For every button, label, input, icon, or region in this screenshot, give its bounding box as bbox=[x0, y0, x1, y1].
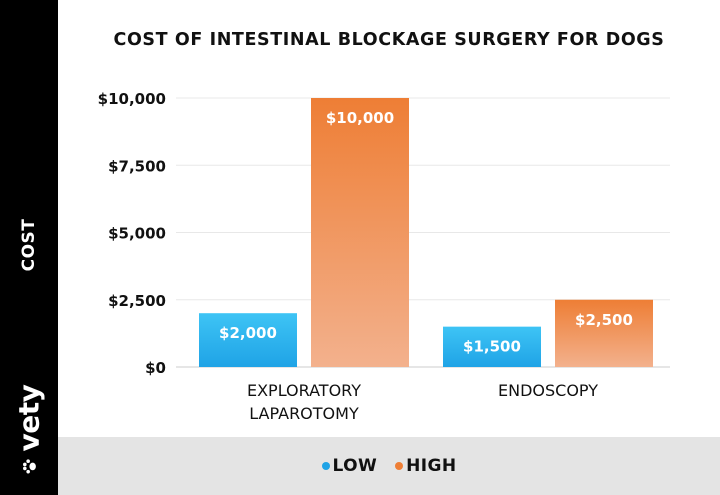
legend-label-high: HIGH bbox=[406, 456, 457, 476]
data-label-low-0: $2,000 bbox=[219, 324, 277, 342]
legend-swatch-high bbox=[395, 462, 404, 470]
y-tick-label: $0 bbox=[145, 359, 166, 377]
legend-item-low: LOW bbox=[321, 456, 378, 476]
brand-name: vety bbox=[12, 384, 46, 452]
chart-title: COST OF INTESTINAL BLOCKAGE SURGERY FOR … bbox=[113, 30, 665, 50]
paw-icon bbox=[22, 459, 36, 474]
data-label-high-0: $10,000 bbox=[326, 109, 394, 127]
y-tick-label: $10,000 bbox=[98, 90, 166, 108]
bar-high-1 bbox=[555, 299, 653, 367]
bar-low-1 bbox=[443, 326, 541, 367]
y-tick-label: $5,000 bbox=[108, 225, 166, 243]
legend-swatch-low bbox=[321, 462, 330, 470]
legend-label-low: LOW bbox=[332, 456, 378, 476]
x-tick-label: ENDOSCOPY bbox=[498, 381, 598, 400]
bar-high-0 bbox=[311, 98, 409, 367]
y-axis-title: COST bbox=[19, 218, 39, 272]
x-tick-label: LAPAROTOMY bbox=[249, 404, 359, 423]
sidebar: COST vety bbox=[0, 0, 58, 495]
brand-logo: vety bbox=[13, 385, 46, 476]
y-tick-label: $7,500 bbox=[108, 157, 166, 175]
data-label-low-1: $1,500 bbox=[463, 338, 521, 356]
x-tick-label: EXPLORATORY bbox=[247, 381, 361, 400]
bar-low-0 bbox=[199, 313, 297, 367]
legend-item-high: HIGH bbox=[395, 456, 456, 476]
legend: LOW HIGH bbox=[58, 437, 720, 495]
plot-area: $0 $2,500 $5,000 $7,500 $10,000 $2,000 $1,500 $… bbox=[98, 90, 670, 423]
data-label-high-1: $2,500 bbox=[575, 311, 633, 329]
y-tick-label: $2,500 bbox=[108, 292, 166, 310]
